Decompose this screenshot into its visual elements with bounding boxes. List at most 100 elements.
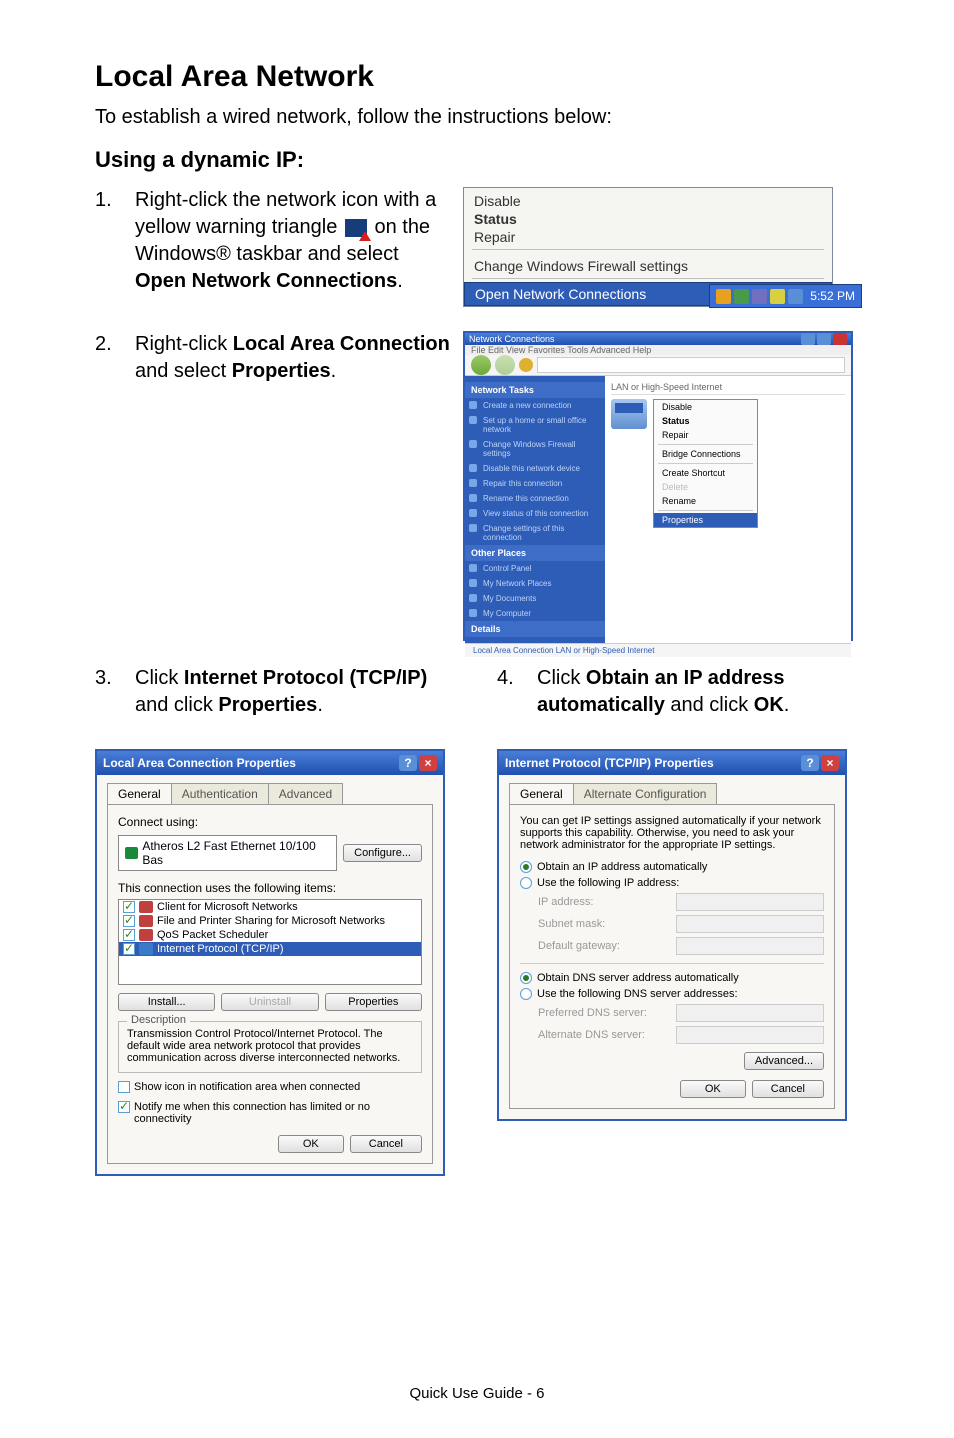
maximize-button[interactable] bbox=[817, 333, 831, 345]
step-text: Right-click Local Area Connection and se… bbox=[135, 331, 455, 385]
ctx-item-status[interactable]: Status bbox=[654, 414, 757, 428]
minimize-button[interactable] bbox=[801, 333, 815, 345]
sidebar-item[interactable]: Create a new connection bbox=[465, 398, 605, 413]
checkbox[interactable] bbox=[123, 901, 135, 913]
items-list[interactable]: Client for Microsoft Networks File and P… bbox=[118, 899, 422, 985]
ok-button[interactable]: OK bbox=[680, 1080, 746, 1098]
dialog-titlebar: Local Area Connection Properties ? × bbox=[97, 751, 443, 775]
close-button[interactable]: × bbox=[419, 755, 437, 771]
menu-item-firewall[interactable]: Change Windows Firewall settings bbox=[474, 257, 832, 275]
sidebar-item[interactable]: Repair this connection bbox=[465, 476, 605, 491]
help-button[interactable]: ? bbox=[399, 755, 417, 771]
sidebar-item[interactable]: Change settings of this connection bbox=[465, 521, 605, 545]
ctx-item-bridge[interactable]: Bridge Connections bbox=[654, 447, 757, 461]
checkbox[interactable] bbox=[118, 1081, 130, 1093]
sidebar-section-head: Network Tasks bbox=[465, 382, 605, 398]
page-heading: Local Area Network bbox=[95, 60, 859, 94]
sidebar-item[interactable]: Change Windows Firewall settings bbox=[465, 437, 605, 461]
radio-button[interactable] bbox=[520, 988, 532, 1000]
install-button[interactable]: Install... bbox=[118, 993, 215, 1011]
connection-icon bbox=[611, 399, 647, 429]
advanced-button[interactable]: Advanced... bbox=[744, 1052, 824, 1070]
items-label: This connection uses the following items… bbox=[118, 881, 422, 895]
ctx-item-delete[interactable]: Delete bbox=[654, 480, 757, 494]
ok-button[interactable]: OK bbox=[278, 1135, 344, 1153]
window-titlebar: Network Connections bbox=[465, 333, 851, 345]
show-icon-checkbox[interactable]: Show icon in notification area when conn… bbox=[118, 1081, 422, 1093]
sidebar-item[interactable]: Set up a home or small office network bbox=[465, 413, 605, 437]
ctx-item-disable[interactable]: Disable bbox=[654, 400, 757, 414]
ctx-item-repair[interactable]: Repair bbox=[654, 428, 757, 442]
ctx-item-rename[interactable]: Rename bbox=[654, 494, 757, 508]
radio-auto-dns[interactable]: Obtain DNS server address automatically bbox=[520, 972, 824, 984]
client-icon bbox=[139, 901, 153, 913]
uninstall-button[interactable]: Uninstall bbox=[221, 993, 318, 1011]
tab-advanced[interactable]: Advanced bbox=[268, 783, 343, 804]
checkbox[interactable] bbox=[123, 915, 135, 927]
taskbar: 5:52 PM bbox=[709, 284, 862, 308]
checkbox[interactable] bbox=[123, 929, 135, 941]
back-button[interactable] bbox=[471, 355, 491, 375]
radio-button[interactable] bbox=[520, 972, 532, 984]
connect-using-label: Connect using: bbox=[118, 815, 422, 829]
menu-item-status[interactable]: Status bbox=[474, 210, 832, 228]
window-menubar[interactable]: File Edit View Favorites Tools Advanced … bbox=[465, 345, 851, 355]
list-item[interactable]: Client for Microsoft Networks bbox=[119, 900, 421, 914]
radio-auto-ip[interactable]: Obtain an IP address automatically bbox=[520, 861, 824, 873]
cancel-button[interactable]: Cancel bbox=[752, 1080, 824, 1098]
notify-checkbox[interactable]: Notify me when this connection has limit… bbox=[118, 1101, 422, 1125]
step-text: Click Obtain an IP address automatically… bbox=[537, 665, 859, 719]
local-area-connection[interactable]: Disable Status Repair Bridge Connections… bbox=[611, 399, 845, 528]
sidebar-item[interactable]: Disable this network device bbox=[465, 461, 605, 476]
alternate-dns-input bbox=[676, 1026, 824, 1044]
sidebar-item[interactable]: Control Panel bbox=[465, 561, 605, 576]
list-item[interactable]: QoS Packet Scheduler bbox=[119, 928, 421, 942]
sidebar-item[interactable]: My Computer bbox=[465, 606, 605, 621]
window-details-pane: Local Area Connection LAN or High-Speed … bbox=[465, 643, 851, 657]
cancel-button[interactable]: Cancel bbox=[350, 1135, 422, 1153]
close-button[interactable] bbox=[833, 333, 847, 345]
step-text: Click Internet Protocol (TCP/IP) and cli… bbox=[135, 665, 457, 719]
sidebar-section-head: Other Places bbox=[465, 545, 605, 561]
checkbox[interactable] bbox=[118, 1101, 130, 1113]
list-item[interactable]: File and Printer Sharing for Microsoft N… bbox=[119, 914, 421, 928]
ctx-item-properties[interactable]: Properties bbox=[654, 513, 757, 527]
window-main: LAN or High-Speed Internet Disable Statu… bbox=[605, 376, 851, 643]
list-item-selected[interactable]: Internet Protocol (TCP/IP) bbox=[119, 942, 421, 956]
tab-general[interactable]: General bbox=[107, 783, 172, 804]
subnet-mask-input bbox=[676, 915, 824, 933]
step-1: 1. Right-click the network icon with a y… bbox=[95, 187, 859, 307]
dialog-description: You can get IP settings assigned automat… bbox=[520, 815, 824, 851]
radio-button[interactable] bbox=[520, 877, 532, 889]
radio-manual-dns[interactable]: Use the following DNS server addresses: bbox=[520, 988, 824, 1000]
adapter-box: Atheros L2 Fast Ethernet 10/100 Bas bbox=[118, 835, 337, 871]
ip-address-row: IP address: bbox=[538, 893, 824, 911]
search-icon[interactable] bbox=[519, 358, 533, 372]
sidebar-item[interactable]: Rename this connection bbox=[465, 491, 605, 506]
menu-item-repair[interactable]: Repair bbox=[474, 228, 832, 246]
step-number: 1. bbox=[95, 187, 135, 214]
tab-strip: General Authentication Advanced bbox=[107, 783, 433, 804]
radio-manual-ip[interactable]: Use the following IP address: bbox=[520, 877, 824, 889]
ctx-item-shortcut[interactable]: Create Shortcut bbox=[654, 466, 757, 480]
properties-button[interactable]: Properties bbox=[325, 993, 422, 1011]
sidebar-item[interactable]: My Documents bbox=[465, 591, 605, 606]
tab-altconfig[interactable]: Alternate Configuration bbox=[573, 783, 718, 804]
menu-item-disable[interactable]: Disable bbox=[474, 192, 832, 210]
tray-icon bbox=[788, 289, 803, 304]
sidebar-section-head: Details bbox=[465, 621, 605, 637]
checkbox[interactable] bbox=[123, 943, 135, 955]
address-box[interactable] bbox=[537, 357, 845, 373]
step-number: 3. bbox=[95, 665, 135, 719]
forward-button[interactable] bbox=[495, 355, 515, 375]
tab-authentication[interactable]: Authentication bbox=[171, 783, 269, 804]
help-button[interactable]: ? bbox=[801, 755, 819, 771]
radio-button[interactable] bbox=[520, 861, 532, 873]
sidebar-item[interactable]: My Network Places bbox=[465, 576, 605, 591]
configure-button[interactable]: Configure... bbox=[343, 844, 422, 862]
close-button[interactable]: × bbox=[821, 755, 839, 771]
tray-icon bbox=[770, 289, 785, 304]
tray-icon bbox=[734, 289, 749, 304]
tab-general[interactable]: General bbox=[509, 783, 574, 804]
sidebar-item[interactable]: View status of this connection bbox=[465, 506, 605, 521]
